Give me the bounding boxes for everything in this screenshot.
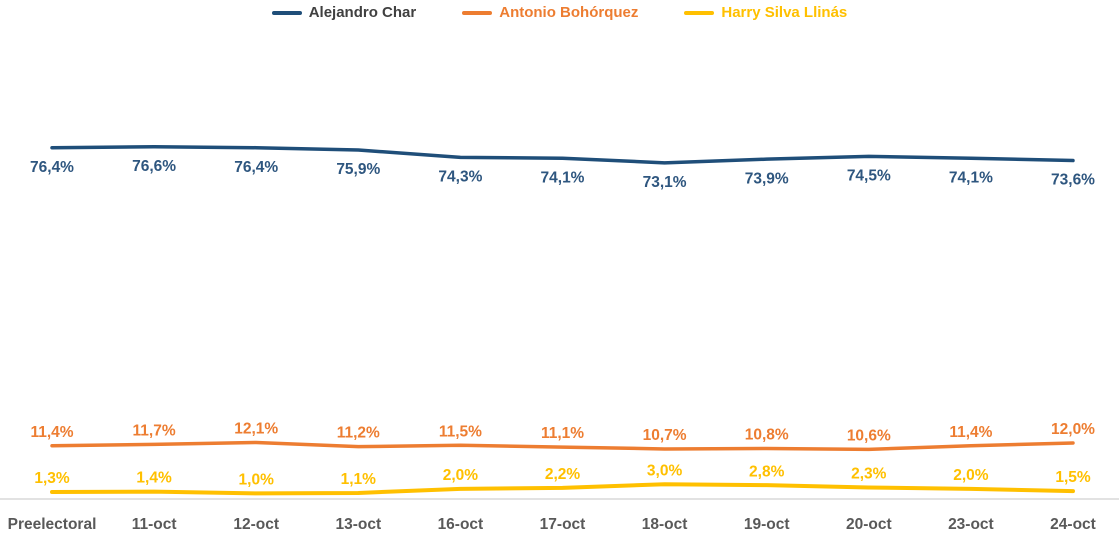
x-axis-label: 18-oct	[642, 516, 688, 533]
legend-swatch-harry-silva-llinas	[684, 10, 715, 15]
data-point-label: 75,9%	[336, 161, 380, 178]
series-line-harry-silva-llin-s	[50, 482, 1075, 496]
legend-item-antonio-bohorquez: Antonio Bohórquez	[462, 4, 638, 21]
data-point-label: 74,3%	[438, 168, 482, 185]
data-point-label: 2,0%	[953, 467, 989, 484]
data-point-label: 2,8%	[749, 463, 785, 480]
chart-legend: Alejandro Char Antonio Bohórquez Harry S…	[0, 4, 1119, 21]
legend-item-harry-silva-llinas: Harry Silva Llinás	[684, 4, 847, 21]
data-point-label: 73,1%	[643, 174, 687, 191]
data-point-label: 12,0%	[1051, 421, 1095, 438]
series-line-antonio-boh-rquez	[50, 440, 1075, 452]
data-point-label: 1,4%	[136, 470, 172, 487]
x-axis-label: Preelectoral	[8, 516, 97, 533]
data-point-label: 1,3%	[34, 470, 70, 487]
x-axis-label: 12-oct	[233, 516, 279, 533]
data-point-label: 1,1%	[341, 471, 377, 488]
data-point-label: 1,0%	[239, 472, 275, 489]
data-point-label: 12,1%	[234, 421, 278, 438]
data-point-label: 11,5%	[439, 423, 482, 440]
data-point-label: 74,1%	[541, 169, 585, 186]
data-point-label: 10,6%	[847, 427, 891, 444]
data-point-label: 11,2%	[337, 425, 380, 442]
data-point-label: 73,9%	[745, 170, 789, 187]
x-axis-label: 23-oct	[948, 516, 994, 533]
data-point-label: 11,4%	[949, 424, 992, 441]
data-point-label: 2,0%	[443, 467, 479, 484]
series-line-alejandro-char	[50, 145, 1075, 165]
legend-item-alejandro-char: Alejandro Char	[271, 4, 417, 21]
data-point-label: 10,8%	[745, 427, 789, 444]
x-axis-label: 13-oct	[335, 516, 381, 533]
x-axis-label: 19-oct	[744, 516, 790, 533]
legend-swatch-antonio-bohorquez	[462, 10, 493, 15]
data-point-label: 76,4%	[234, 159, 278, 176]
data-point-label: 76,6%	[132, 158, 176, 175]
data-point-label: 3,0%	[647, 462, 683, 479]
x-axis-label: 16-oct	[438, 516, 484, 533]
data-point-label: 10,7%	[643, 427, 687, 444]
legend-label: Alejandro Char	[308, 4, 417, 21]
legend-swatch-alejandro-char	[271, 10, 302, 15]
data-point-label: 11,1%	[541, 425, 584, 442]
x-axis-label: 24-oct	[1050, 516, 1096, 533]
data-point-label: 11,7%	[133, 422, 176, 439]
data-point-label: 2,3%	[851, 466, 887, 483]
data-point-label: 74,5%	[847, 168, 891, 185]
x-axis-label: 11-oct	[132, 516, 177, 533]
data-point-label: 73,6%	[1051, 172, 1095, 189]
data-point-label: 74,1%	[949, 169, 993, 186]
data-point-label: 11,4%	[30, 424, 73, 441]
data-point-label: 76,4%	[30, 159, 74, 176]
legend-label: Harry Silva Llinás	[721, 4, 848, 21]
x-axis-label: 20-oct	[846, 516, 892, 533]
legend-label: Antonio Bohórquez	[499, 4, 639, 21]
x-axis-label: 17-oct	[540, 516, 586, 533]
data-point-label: 1,5%	[1055, 469, 1091, 486]
data-point-label: 2,2%	[545, 466, 581, 483]
